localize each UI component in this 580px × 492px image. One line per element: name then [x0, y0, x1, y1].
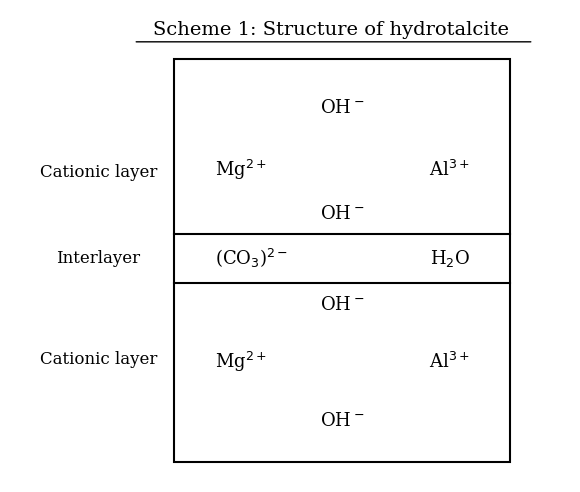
Text: Scheme 1: Structure of hydrotalcite: Scheme 1: Structure of hydrotalcite: [153, 21, 509, 38]
Text: OH$^-$: OH$^-$: [320, 412, 364, 430]
Bar: [174, 59, 510, 462]
Text: Mg$^{2+}$: Mg$^{2+}$: [215, 158, 266, 182]
Text: Al$^{3+}$: Al$^{3+}$: [429, 352, 470, 371]
Text: Al$^{3+}$: Al$^{3+}$: [429, 160, 470, 180]
Text: OH$^-$: OH$^-$: [320, 99, 364, 117]
Text: H$_2$O: H$_2$O: [430, 248, 470, 269]
Text: Cationic layer: Cationic layer: [40, 164, 157, 181]
Text: Cationic layer: Cationic layer: [40, 351, 157, 368]
Text: Interlayer: Interlayer: [56, 250, 141, 267]
Text: OH$^-$: OH$^-$: [320, 296, 364, 314]
Text: OH$^-$: OH$^-$: [320, 205, 364, 223]
Text: Mg$^{2+}$: Mg$^{2+}$: [215, 350, 266, 373]
Text: (CO$_3$)$^{2-}$: (CO$_3$)$^{2-}$: [215, 247, 288, 270]
